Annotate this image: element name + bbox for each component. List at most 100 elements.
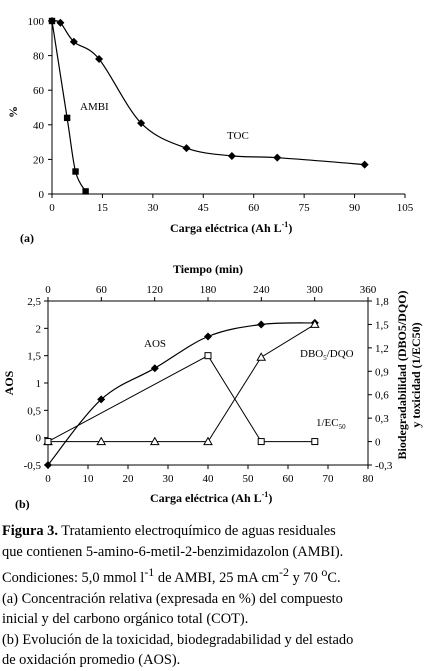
chart-b-y2-tick-label: 1,2 — [375, 343, 389, 355]
chart-b-point-aos — [150, 364, 159, 373]
chart-a-x-tick-label: 90 — [349, 202, 361, 214]
chart-b-panel-label: (b) — [15, 497, 30, 511]
chart-b-x-tick-label: 30 — [163, 473, 175, 485]
chart-b-series-line-aos — [47, 322, 315, 466]
chart-b-point-dbo5-dqo — [256, 352, 267, 361]
chart-a-x-tick-label: 105 — [397, 202, 414, 214]
chart-b: 0 10 20 30 40 50 60 70 80 0 60 120 180 240 300 360 -0,… — [2, 262, 423, 511]
chart-b-y-tick-label: 0 — [36, 433, 42, 445]
caption-line-5: inicial y del carbono orgánico total (CO… — [2, 611, 249, 628]
chart-b-x2-tick-label: 180 — [200, 284, 217, 296]
chart-b-point-ec50 — [311, 438, 319, 446]
chart-a-x-label: Carga eléctrica (Ah L-1) — [170, 220, 292, 235]
chart-b-point-ec50 — [44, 438, 52, 446]
chart-b-y-tick-label: 1,5 — [27, 351, 41, 363]
chart-a-point-toc — [56, 18, 65, 27]
chart-a-series-label-ambi: AMBI — [80, 101, 109, 113]
chart-b-y2-tick-label: 1,8 — [375, 296, 389, 308]
chart-a-x-tick-label: 15 — [97, 202, 109, 214]
chart-b-x2-tick-label: 360 — [360, 284, 377, 296]
chart-a-y-tick-label: 40 — [33, 120, 45, 132]
chart-b-x2-label: Tiempo (min) — [173, 262, 243, 276]
chart-b-x-label: Carga eléctrica (Ah L-1) — [150, 490, 272, 505]
chart-a-y-tick-label: 100 — [28, 16, 45, 28]
chart-a-point-ambi — [63, 114, 71, 122]
chart-a-x-tick-label: 75 — [299, 202, 311, 214]
chart-a-y-tick-label: 80 — [33, 51, 45, 63]
chart-b-point-aos — [44, 461, 52, 469]
chart-b-x2-tick-label: 60 — [96, 284, 108, 296]
chart-b-y2-label-line2: y toxicidad (1/EC50) — [409, 322, 423, 427]
chart-b-y2-tick-label: 0,3 — [375, 413, 389, 425]
chart-a-point-ambi — [82, 188, 89, 195]
chart-b-point-dbo5-dqo — [203, 436, 213, 446]
caption-line-6: (b) Evolución de la toxicidad, biodegrad… — [2, 631, 354, 648]
chart-a-y-tick-label: 20 — [33, 154, 45, 166]
chart-a-point-toc — [360, 160, 369, 169]
chart-b-series-label-aos: AOS — [144, 338, 166, 350]
chart-b-x-tick-label: 50 — [243, 473, 255, 485]
chart-b-x2-tick-label: 240 — [253, 284, 270, 296]
chart-b-point-dbo5-dqo — [149, 436, 160, 446]
chart-b-y-tick-label: 2,5 — [27, 296, 41, 308]
chart-b-y2-tick-label: 0,9 — [375, 366, 389, 378]
chart-b-point-ec50 — [204, 352, 212, 360]
caption-line-2: que contienen 5-amino-6-metil-2-benzimid… — [2, 543, 344, 560]
chart-b-y-tick-label: 2 — [36, 323, 42, 335]
chart-b-y2-tick-label: -0,3 — [375, 460, 393, 472]
chart-b-y2-tick-label: 0,6 — [375, 390, 389, 402]
chart-b-y-tick-label: 1 — [36, 378, 42, 390]
caption-line-3: Condiciones: 5,0 mmol l-1 de AMBI, 25 mA… — [2, 565, 341, 586]
chart-a-x-tick-label: 0 — [49, 202, 55, 214]
chart-b-y-label: AOS — [2, 370, 16, 395]
chart-b-y2-tick-label: 0 — [375, 437, 381, 449]
chart-b-series-label-dbo: DBO5/DQO — [300, 348, 354, 362]
chart-b-series-line-dbo5-dqo — [48, 323, 316, 443]
chart-a-y-tick-label: 0 — [39, 189, 45, 201]
chart-b-point-aos — [97, 395, 106, 404]
figure-caption: Figura 3. Tratamiento electroquímico de … — [2, 521, 427, 671]
chart-b-x-tick-label: 60 — [283, 473, 295, 485]
chart-a-point-toc — [95, 55, 104, 64]
chart-b-point-aos — [257, 320, 266, 329]
chart-b-y-tick-label: -0,5 — [24, 460, 42, 472]
chart-a-point-toc — [69, 37, 78, 46]
caption-figure-label: Figura 3. — [2, 523, 58, 539]
chart-b-point-ec50 — [257, 438, 265, 446]
chart-b-point-dbo5-dqo — [309, 319, 320, 328]
chart-a-point-toc — [273, 153, 282, 162]
chart-a: 0 15 30 45 60 75 90 105 0 20 40 60 80 100 AMBI TOC %… — [6, 16, 414, 245]
chart-a-y-label: % — [6, 106, 20, 118]
chart-b-x2-tick-label: 0 — [45, 284, 51, 296]
chart-a-series-line-ambi — [51, 20, 87, 192]
chart-b-x-tick-label: 20 — [123, 473, 135, 485]
chart-a-panel-label: (a) — [20, 231, 34, 245]
chart-b-series-label-ec50: 1/EC50 — [316, 417, 346, 431]
chart-b-y2-label-line1: Biodegradabilidad (DBO5/DQO) — [395, 290, 409, 459]
chart-b-series-line-ec50 — [47, 355, 315, 443]
chart-b-x-tick-label: 70 — [323, 473, 335, 485]
chart-a-point-toc — [137, 119, 146, 128]
chart-b-x2-tick-label: 120 — [146, 284, 163, 296]
chart-a-series-line-toc — [51, 20, 365, 166]
chart-b-x-tick-label: 40 — [203, 473, 215, 485]
chart-b-x-tick-label: 0 — [45, 473, 51, 485]
chart-a-point-ambi — [72, 168, 79, 175]
chart-a-x-tick-label: 30 — [147, 202, 159, 214]
caption-line-4: (a) Concentración relativa (expresada en… — [2, 590, 343, 607]
chart-a-x-tick-label: 45 — [198, 202, 210, 214]
chart-b-y-tick-label: 0,5 — [27, 405, 41, 417]
chart-a-series-label-toc: TOC — [227, 130, 249, 142]
chart-a-point-toc — [48, 17, 56, 25]
chart-b-point-aos — [204, 332, 212, 341]
caption-line-1: Figura 3. Tratamiento electroquímico de … — [2, 523, 336, 539]
chart-b-x-tick-label: 80 — [363, 473, 375, 485]
chart-b-point-dbo5-dqo — [96, 436, 107, 446]
chart-a-point-toc — [227, 151, 236, 160]
chart-b-x-tick-label: 10 — [83, 473, 95, 485]
chart-a-x-tick-label: 60 — [248, 202, 260, 214]
chart-a-y-tick-label: 60 — [33, 85, 45, 97]
chart-a-point-toc — [182, 144, 191, 153]
caption-line-7: de oxidación promedio (AOS). — [2, 652, 181, 669]
